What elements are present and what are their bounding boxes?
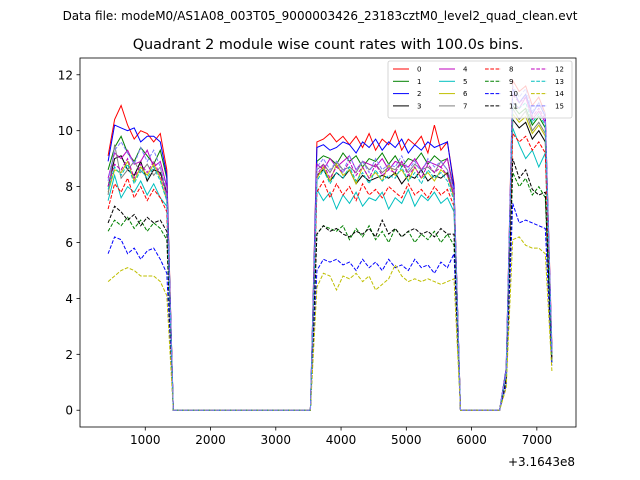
plot-area: [80, 58, 576, 427]
y-tick-label: 0: [65, 404, 73, 418]
y-tick-label: 8: [65, 180, 73, 194]
suptitle: Data file: modeM0/AS1A08_003T05_90000034…: [63, 9, 578, 23]
series-line-10: [107, 203, 553, 411]
y-tick-label: 2: [65, 348, 73, 362]
y-tick-label: 6: [65, 236, 73, 250]
x-tick-label: 4000: [326, 433, 357, 447]
legend-label-1: 1: [417, 78, 421, 86]
legend-label-9: 9: [509, 78, 513, 86]
legend-label-12: 12: [555, 66, 564, 74]
legend-label-6: 6: [463, 90, 468, 98]
series-line-14: [107, 236, 553, 411]
legend-label-2: 2: [417, 90, 421, 98]
legend-label-0: 0: [417, 66, 421, 74]
x-offset-label: +3.1643e8: [508, 455, 575, 469]
legend-label-11: 11: [509, 102, 518, 110]
legend-label-13: 13: [555, 78, 564, 86]
series-line-15: [107, 84, 553, 411]
x-axis: 1000 2000 3000 4000 5000 6000 7000: [130, 427, 552, 447]
legend-label-15: 15: [555, 102, 564, 110]
x-tick-label: 7000: [522, 433, 553, 447]
x-tick-label: 3000: [261, 433, 292, 447]
x-tick-label: 6000: [456, 433, 487, 447]
x-tick-label: 5000: [391, 433, 422, 447]
legend-label-5: 5: [463, 78, 467, 86]
legend-label-4: 4: [463, 66, 468, 74]
y-tick-label: 12: [58, 68, 73, 82]
chart-title: Quadrant 2 module wise count rates with …: [133, 37, 524, 53]
legend-label-3: 3: [417, 102, 421, 110]
series-layer: [107, 78, 553, 411]
legend-label-14: 14: [555, 90, 564, 98]
legend-box: [387, 60, 573, 119]
x-tick-label: 1000: [130, 433, 161, 447]
legend-label-8: 8: [509, 66, 513, 74]
series-line-11: [107, 158, 553, 411]
y-axis: 0 2 4 6 8 10 12: [58, 68, 80, 418]
legend-label-7: 7: [463, 102, 467, 110]
x-tick-label: 2000: [195, 433, 226, 447]
y-tick-label: 4: [65, 292, 73, 306]
y-tick-label: 10: [58, 124, 73, 138]
legend-label-10: 10: [509, 90, 518, 98]
